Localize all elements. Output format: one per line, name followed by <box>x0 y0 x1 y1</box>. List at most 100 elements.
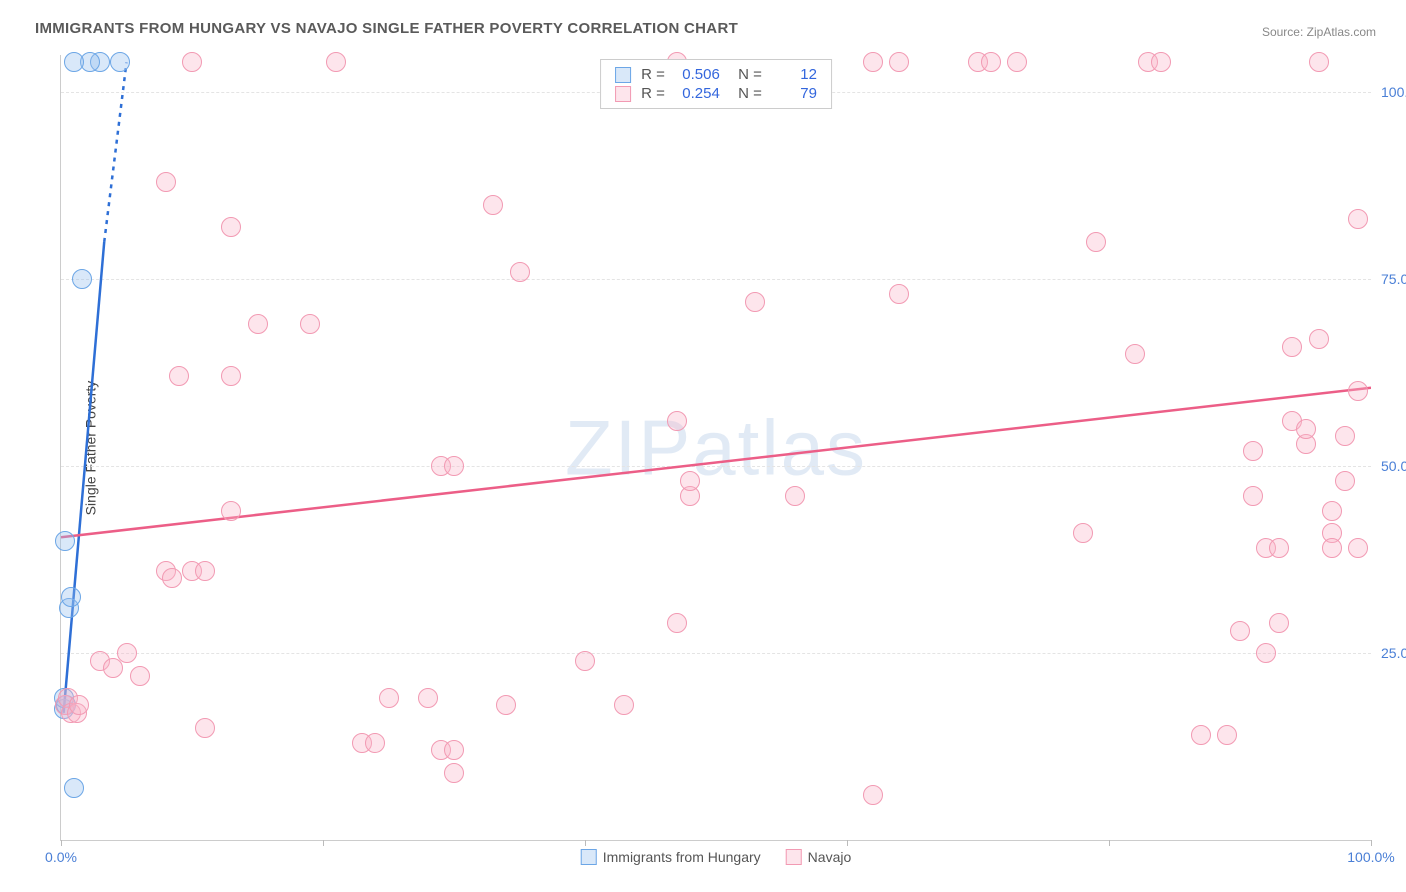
data-point <box>1348 209 1368 229</box>
data-point <box>69 695 89 715</box>
data-point <box>182 52 202 72</box>
data-point <box>110 52 130 72</box>
x-tick-label: 100.0% <box>1347 849 1394 865</box>
legend-label-navajo: Navajo <box>808 849 852 865</box>
data-point <box>510 262 530 282</box>
trend-line-dashed <box>104 62 126 241</box>
data-point <box>1269 613 1289 633</box>
data-point <box>195 561 215 581</box>
data-point <box>221 217 241 237</box>
data-point <box>1309 52 1329 72</box>
data-point <box>667 613 687 633</box>
data-point <box>667 411 687 431</box>
trend-line <box>61 388 1371 538</box>
x-tick <box>1109 840 1110 846</box>
data-point <box>1309 329 1329 349</box>
data-point <box>103 658 123 678</box>
stat-r-navajo: 0.254 <box>675 85 720 102</box>
watermark: ZIPatlas <box>565 402 867 493</box>
x-tick-label: 0.0% <box>45 849 77 865</box>
data-point <box>444 763 464 783</box>
data-point <box>1086 232 1106 252</box>
x-tick <box>847 840 848 846</box>
data-point <box>1322 538 1342 558</box>
trend-lines-layer <box>61 55 1371 840</box>
data-point <box>1322 501 1342 521</box>
stat-r-hungary: 0.506 <box>675 66 720 83</box>
data-point <box>130 666 150 686</box>
swatch-navajo <box>615 86 631 102</box>
data-point <box>863 785 883 805</box>
data-point <box>1125 344 1145 364</box>
data-point <box>483 195 503 215</box>
data-point <box>1256 643 1276 663</box>
data-point <box>863 52 883 72</box>
swatch-navajo <box>786 849 802 865</box>
data-point <box>55 531 75 551</box>
legend-item-hungary: Immigrants from Hungary <box>581 849 761 865</box>
y-tick-label: 25.0% <box>1381 645 1406 661</box>
legend-stats-row-hungary: R = 0.506 N = 12 <box>615 66 817 83</box>
data-point <box>156 172 176 192</box>
data-point <box>195 718 215 738</box>
swatch-hungary <box>581 849 597 865</box>
data-point <box>379 688 399 708</box>
data-point <box>1348 538 1368 558</box>
data-point <box>418 688 438 708</box>
y-tick-label: 50.0% <box>1381 458 1406 474</box>
source-label: Source: ZipAtlas.com <box>1262 25 1376 39</box>
x-tick <box>1371 840 1372 846</box>
data-point <box>745 292 765 312</box>
data-point <box>221 501 241 521</box>
data-point <box>221 366 241 386</box>
legend-stats-row-navajo: R = 0.254 N = 79 <box>615 85 817 102</box>
legend-label-hungary: Immigrants from Hungary <box>603 849 761 865</box>
grid-line <box>61 653 1371 654</box>
data-point <box>1007 52 1027 72</box>
data-point <box>248 314 268 334</box>
data-point <box>1191 725 1211 745</box>
data-point <box>1335 471 1355 491</box>
y-tick-label: 75.0% <box>1381 271 1406 287</box>
y-tick-label: 100.0% <box>1381 84 1406 100</box>
data-point <box>365 733 385 753</box>
legend-stats-box: R = 0.506 N = 12 R = 0.254 N = 79 <box>600 59 832 109</box>
y-axis-label: Single Father Poverty <box>82 380 98 515</box>
data-point <box>1243 486 1263 506</box>
data-point <box>300 314 320 334</box>
data-point <box>72 269 92 289</box>
data-point <box>496 695 516 715</box>
x-tick <box>323 840 324 846</box>
legend-bottom: Immigrants from Hungary Navajo <box>581 849 852 865</box>
data-point <box>64 52 84 72</box>
x-tick <box>61 840 62 846</box>
swatch-hungary <box>615 67 631 83</box>
grid-line <box>61 279 1371 280</box>
data-point <box>1296 419 1316 439</box>
data-point <box>169 366 189 386</box>
data-point <box>162 568 182 588</box>
data-point <box>981 52 1001 72</box>
stat-r-label: R = <box>641 66 665 83</box>
data-point <box>1269 538 1289 558</box>
chart-area: Single Father Poverty ZIPatlas 25.0%50.0… <box>60 55 1371 841</box>
data-point <box>444 456 464 476</box>
data-point <box>1217 725 1237 745</box>
data-point <box>1151 52 1171 72</box>
data-point <box>1230 621 1250 641</box>
stat-n-label: N = <box>730 85 762 102</box>
data-point <box>326 52 346 72</box>
data-point <box>1073 523 1093 543</box>
legend-item-navajo: Navajo <box>786 849 852 865</box>
grid-line <box>61 466 1371 467</box>
data-point <box>680 471 700 491</box>
stat-r-label: R = <box>641 85 665 102</box>
stat-n-navajo: 79 <box>772 85 817 102</box>
data-point <box>64 778 84 798</box>
data-point <box>614 695 634 715</box>
data-point <box>1282 337 1302 357</box>
data-point <box>61 587 81 607</box>
data-point <box>785 486 805 506</box>
data-point <box>889 284 909 304</box>
data-point <box>575 651 595 671</box>
